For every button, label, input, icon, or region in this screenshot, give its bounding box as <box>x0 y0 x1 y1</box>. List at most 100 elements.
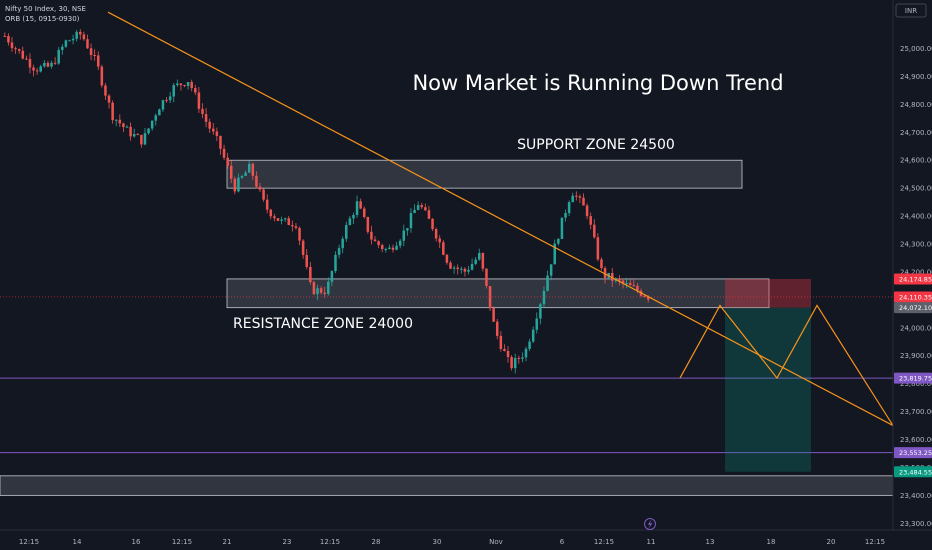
candle-body <box>531 329 535 342</box>
candle-body <box>593 224 596 238</box>
candle-body <box>546 275 549 291</box>
symbol-header[interactable]: Nifty 50 Index, 30, NSE <box>5 5 86 13</box>
x-tick-label: 28 <box>372 538 381 546</box>
candle-body <box>229 165 233 179</box>
candle-body <box>312 282 316 295</box>
candle-body <box>140 134 143 145</box>
candle-body <box>197 92 201 109</box>
candle-body <box>298 227 301 241</box>
candle-body <box>474 259 477 264</box>
candle-body <box>452 267 456 269</box>
candle-body <box>611 272 614 281</box>
candle-body <box>7 36 10 43</box>
candle-body <box>305 254 308 267</box>
currency-badge[interactable] <box>895 3 927 18</box>
candle-body <box>75 31 78 39</box>
candle-body <box>132 134 136 137</box>
price-zone[interactable] <box>226 159 743 189</box>
price-tag-label: 23,553.25 <box>899 449 932 457</box>
candle-body <box>96 55 100 67</box>
candle-body <box>276 218 280 221</box>
price-tag <box>894 291 932 303</box>
candle-body <box>301 240 305 255</box>
candle-body <box>521 357 524 359</box>
candle-body <box>291 225 294 227</box>
candle-body <box>172 85 175 97</box>
candle-body <box>327 281 330 294</box>
candle-body <box>438 238 441 243</box>
candle-body <box>3 35 7 37</box>
x-tick-label: Nov <box>489 538 503 546</box>
candle-body <box>46 62 50 67</box>
candle-body <box>596 237 600 260</box>
candle-body <box>424 207 427 211</box>
candle-body <box>442 242 445 255</box>
candle-body <box>413 209 416 214</box>
currency-badge-label: INR <box>905 7 917 15</box>
candle-body <box>68 40 71 42</box>
candle-body <box>190 82 193 89</box>
candle-body <box>323 292 326 294</box>
candle-body <box>416 205 420 210</box>
candle-body <box>28 59 32 68</box>
candle-body <box>528 341 531 349</box>
candle-body <box>273 216 276 219</box>
indicator-header[interactable]: ORB (15, 0915-0930) <box>5 15 80 23</box>
candle-body <box>636 285 639 291</box>
candle-body <box>575 195 578 197</box>
lightning-icon[interactable] <box>644 518 656 530</box>
candle-body <box>463 268 467 272</box>
position-reward-zone[interactable] <box>725 307 811 472</box>
candle-body <box>434 229 438 239</box>
candle-body <box>495 321 499 336</box>
candle-body <box>14 48 17 50</box>
candle-body <box>309 266 312 283</box>
candle-body <box>603 268 607 278</box>
candle-body <box>39 66 42 72</box>
candle-body <box>79 31 82 35</box>
x-tick-label: 12:15 <box>865 538 885 546</box>
candle-body <box>150 120 154 129</box>
candle-body <box>204 114 208 122</box>
price-tag <box>894 372 932 384</box>
candle-body <box>222 148 226 158</box>
candle-body <box>86 39 89 49</box>
candle-body <box>460 268 463 270</box>
candle-body <box>201 108 204 115</box>
candle-body <box>481 252 485 269</box>
candle-body <box>212 128 215 132</box>
price-zone[interactable] <box>0 475 894 496</box>
candle-body <box>625 283 628 285</box>
candle-body <box>578 196 582 198</box>
price-axis: 25,000.00 24,900.00 24,800.00 24,700.00 24,6… <box>900 45 932 528</box>
x-tick-label: 30 <box>433 538 442 546</box>
candle-body <box>420 205 424 208</box>
candle-body <box>513 357 517 369</box>
candle-body <box>226 157 229 166</box>
candle-body <box>61 46 64 50</box>
down-trendline[interactable] <box>107 11 894 427</box>
position-risk-zone[interactable] <box>725 278 811 308</box>
candle-body <box>251 163 255 176</box>
candle-body <box>571 195 574 203</box>
y-tick-label: 24,000.00 <box>900 324 932 332</box>
candle-body <box>503 348 506 351</box>
candle-body <box>319 288 323 293</box>
candle-body <box>431 218 434 230</box>
price-zone[interactable] <box>226 278 770 309</box>
candle-body <box>122 123 125 128</box>
candle-body <box>294 226 298 228</box>
x-tick-label: 12:15 <box>320 538 340 546</box>
candle-body <box>589 216 592 225</box>
candle-body <box>355 201 359 215</box>
candle-body <box>118 119 122 124</box>
candle-body <box>377 241 380 246</box>
price-tag-label: 24,072.10 <box>899 304 932 312</box>
candle-body <box>388 247 391 249</box>
candle-body <box>449 262 452 269</box>
candle-body <box>373 239 377 242</box>
projection-path[interactable] <box>679 304 894 426</box>
candle-body <box>582 197 585 206</box>
price-tag <box>894 447 932 459</box>
